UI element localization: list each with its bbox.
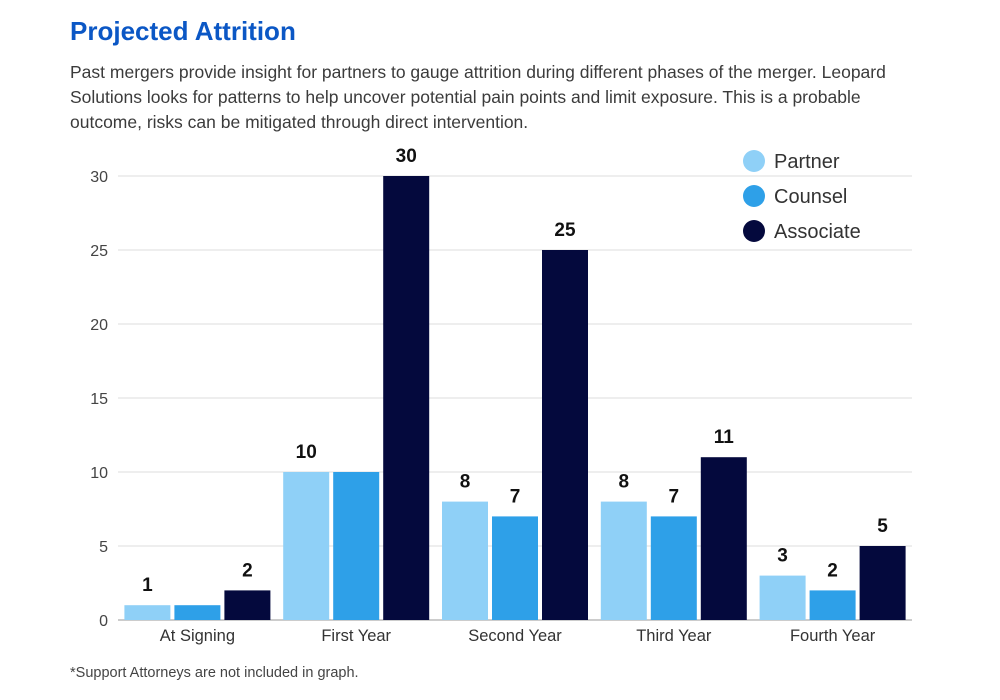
legend-label-counsel: Counsel xyxy=(774,186,847,208)
category-label: Second Year xyxy=(468,627,562,645)
bar-counsel xyxy=(809,590,856,620)
data-label: 7 xyxy=(669,486,680,507)
bar-partner xyxy=(600,501,647,620)
bar-associate xyxy=(383,176,430,620)
data-label: 10 xyxy=(296,442,317,463)
bar-associate xyxy=(859,546,906,620)
data-label: 1 xyxy=(142,575,153,596)
legend-swatch-associate xyxy=(743,220,765,242)
y-tick-label: 5 xyxy=(99,539,108,556)
y-tick-label: 20 xyxy=(90,317,108,334)
bar-counsel xyxy=(492,516,538,620)
bar-counsel xyxy=(174,605,221,620)
category-label: Fourth Year xyxy=(790,627,876,645)
data-label: 2 xyxy=(827,560,838,581)
x-axis-categories: At Signing First Year Second Year Third Yea… xyxy=(160,627,876,645)
bar-associate xyxy=(700,457,747,620)
category-label: Third Year xyxy=(636,627,712,645)
data-label: 25 xyxy=(554,220,576,241)
bar-counsel xyxy=(333,472,380,620)
data-label: 3 xyxy=(777,546,788,567)
bar-associate xyxy=(542,250,588,620)
y-tick-label: 25 xyxy=(90,243,108,260)
legend-label-partner: Partner xyxy=(774,151,840,173)
category-label: First Year xyxy=(321,627,391,645)
legend-swatch-counsel xyxy=(743,185,765,207)
data-label: 2 xyxy=(242,560,253,581)
data-label: 8 xyxy=(460,472,471,493)
y-axis-ticks: 0 5 10 15 20 25 30 xyxy=(90,169,108,630)
bar-counsel xyxy=(650,516,697,620)
chart-title: Projected Attrition xyxy=(70,16,296,46)
bar-partner xyxy=(759,575,806,620)
y-tick-label: 0 xyxy=(99,613,108,630)
footnote: *Support Attorneys are not included in g… xyxy=(70,665,359,681)
y-tick-label: 30 xyxy=(90,169,108,186)
data-label: 7 xyxy=(510,486,521,507)
data-label: 11 xyxy=(714,427,735,448)
bar-partner xyxy=(124,605,171,620)
data-label: 5 xyxy=(877,516,888,537)
legend-label-associate: Associate xyxy=(774,221,861,243)
bar-partner xyxy=(283,472,330,620)
legend: Partner Counsel Associate xyxy=(743,150,861,243)
data-label: 30 xyxy=(396,146,417,167)
data-label: 8 xyxy=(619,472,630,493)
bar-associate xyxy=(224,590,271,620)
bar-partner xyxy=(442,501,488,620)
y-tick-label: 10 xyxy=(90,465,108,482)
category-label: At Signing xyxy=(160,627,235,645)
chart-subtitle: Past mergers provide insight for partner… xyxy=(70,62,886,132)
y-tick-label: 15 xyxy=(90,391,108,408)
legend-swatch-partner xyxy=(743,150,765,172)
bars xyxy=(124,176,906,620)
